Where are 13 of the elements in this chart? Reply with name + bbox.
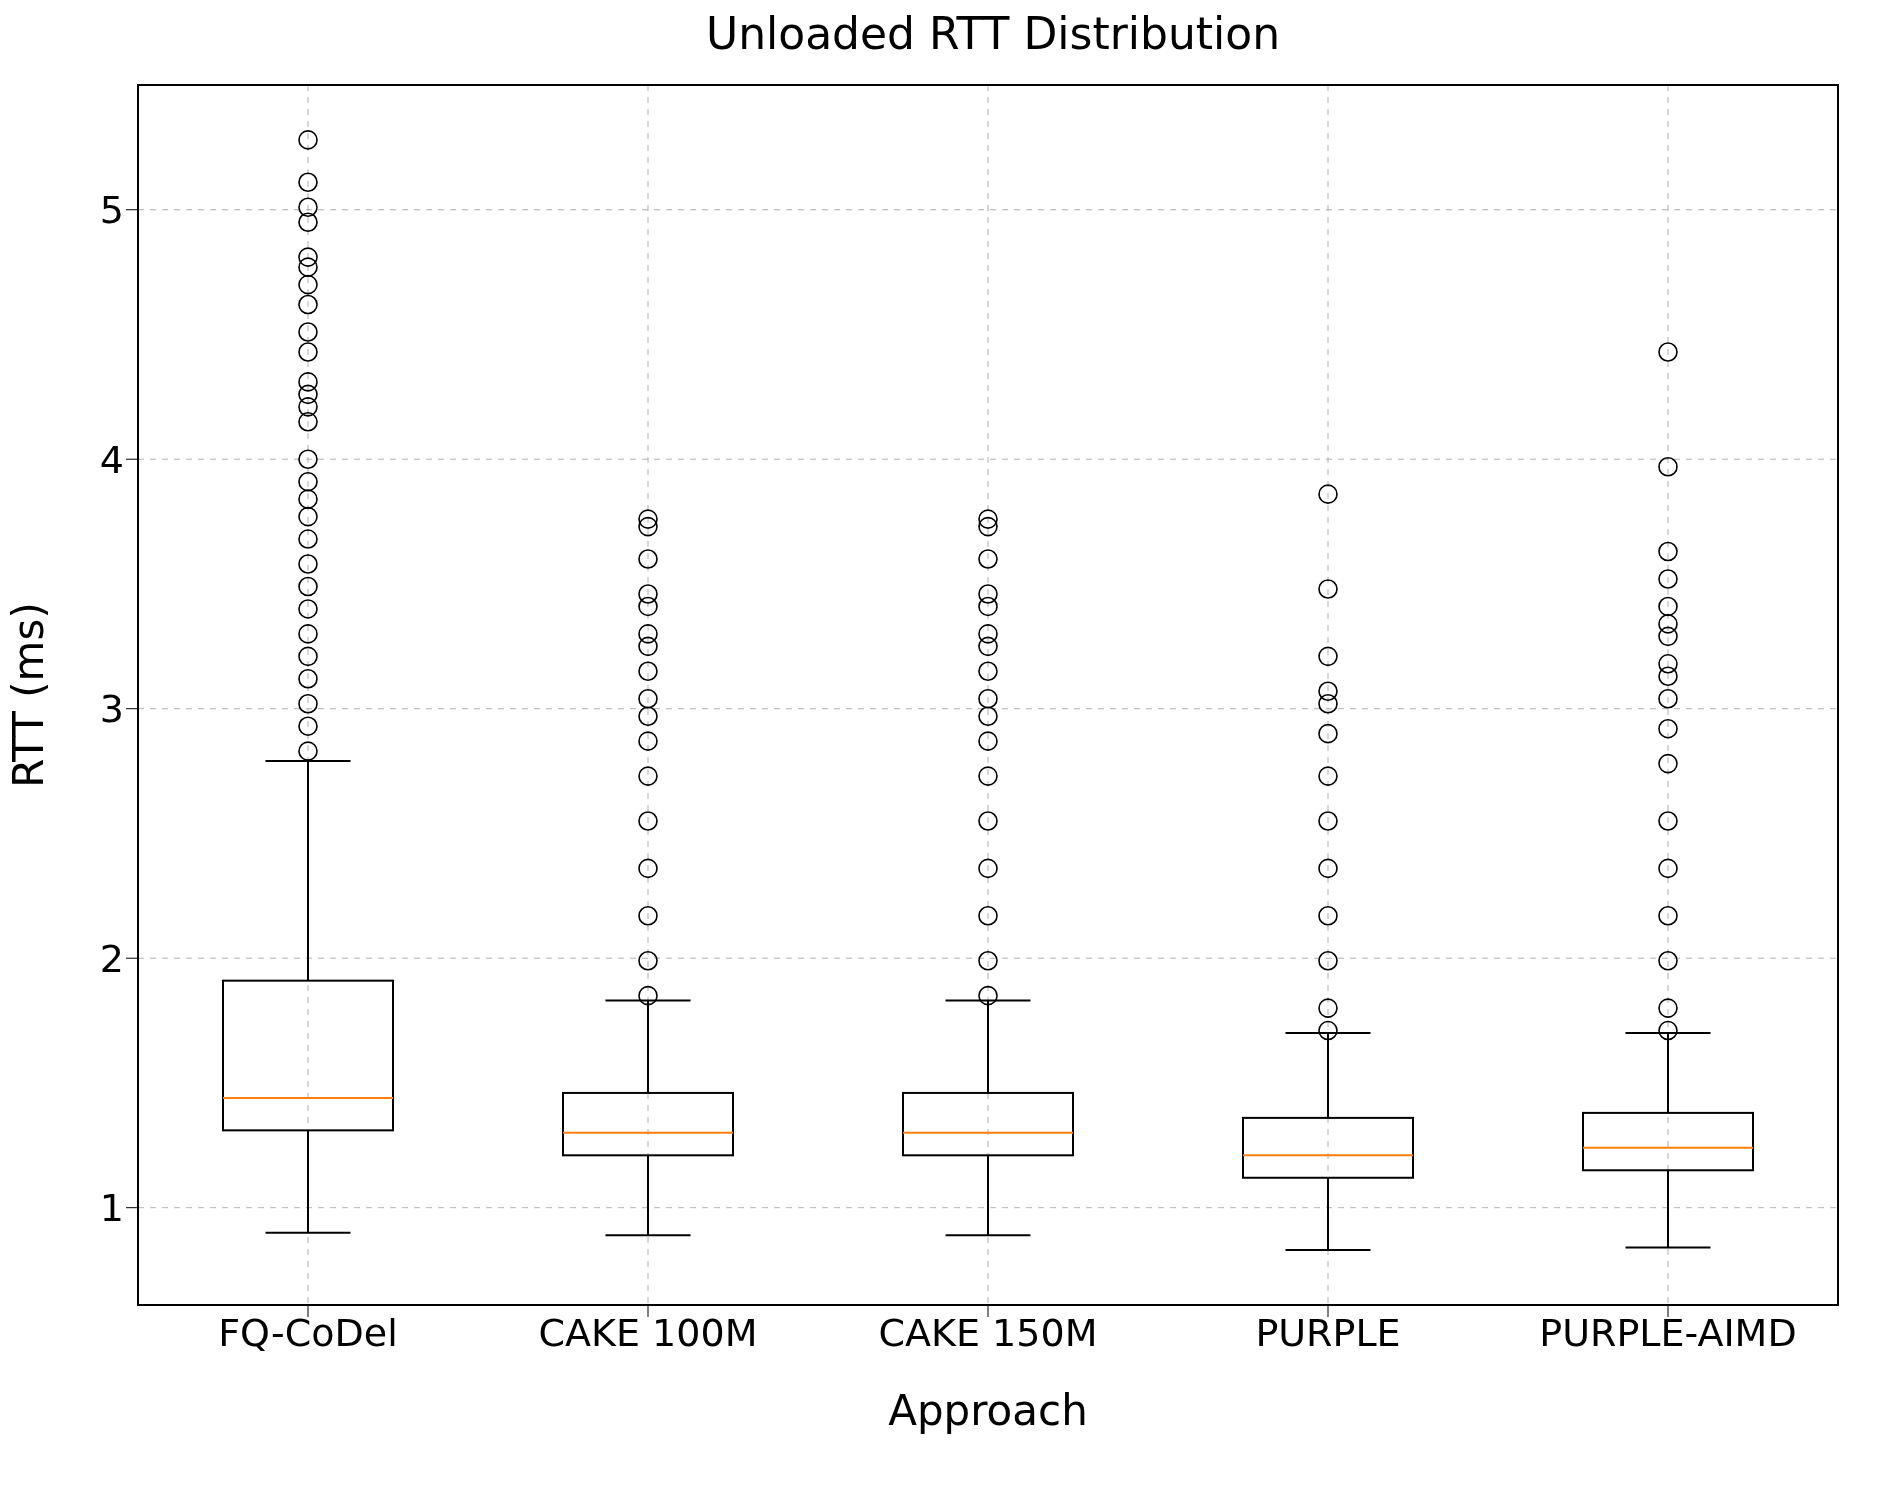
x-tick-label: CAKE 150M <box>878 1310 1098 1355</box>
x-tick-label: FQ-CoDel <box>218 1310 398 1355</box>
y-axis-title: RTT (ms) <box>3 602 53 788</box>
y-tick-label: 4 <box>99 437 124 482</box>
y-tick-label: 5 <box>99 188 124 233</box>
y-tick-label: 1 <box>99 1186 124 1231</box>
x-tick-label: PURPLE <box>1255 1310 1401 1355</box>
y-tick-label: 2 <box>99 936 124 981</box>
chart-title: Unloaded RTT Distribution <box>704 8 1282 59</box>
x-tick-label: CAKE 100M <box>538 1310 758 1355</box>
x-axis-title: Approach <box>888 1386 1088 1435</box>
x-tick-label: PURPLE-AIMD <box>1539 1310 1797 1355</box>
y-tick-label: 3 <box>99 687 124 732</box>
